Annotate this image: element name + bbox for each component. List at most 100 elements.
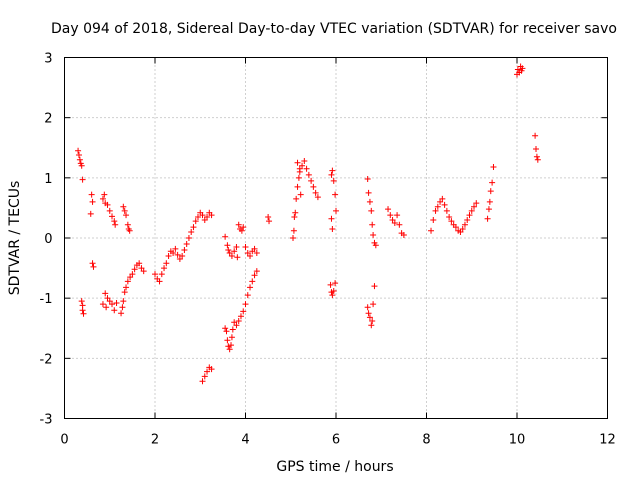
data-point: [387, 212, 394, 219]
data-point: [372, 242, 379, 249]
data-point: [330, 287, 337, 294]
data-point: [461, 221, 468, 228]
data-point: [99, 195, 106, 202]
x-axis-label: GPS time / hours: [276, 459, 393, 475]
data-point: [391, 219, 398, 226]
data-point: [176, 256, 183, 263]
data-point: [290, 235, 297, 241]
data-point: [201, 216, 208, 223]
data-point: [293, 195, 300, 202]
data-point: [297, 191, 304, 198]
x-tick-label: 4: [241, 433, 249, 448]
data-point: [233, 244, 240, 251]
data-point: [519, 65, 526, 72]
data-point: [235, 221, 242, 228]
x-tick-labels: 0 2 4 6 8 10 12: [60, 433, 615, 448]
data-point: [111, 218, 118, 225]
data-point: [124, 221, 131, 228]
data-point: [471, 203, 478, 210]
x-tick-label: 10: [509, 433, 526, 448]
data-point: [158, 271, 165, 278]
data-point: [208, 366, 215, 373]
data-point: [533, 145, 540, 152]
data-point: [247, 253, 254, 260]
data-point: [106, 207, 113, 214]
data-point: [126, 227, 133, 234]
data-point: [238, 227, 245, 234]
data-point: [430, 216, 437, 223]
data-point: [192, 218, 199, 225]
data-point: [368, 207, 375, 214]
data-point: [532, 132, 539, 139]
data-point: [332, 280, 339, 287]
data-point: [371, 283, 378, 290]
data-point: [369, 221, 376, 228]
data-point: [165, 253, 172, 260]
data-point: [224, 337, 231, 344]
y-tick-label: 0: [44, 232, 52, 247]
data-point: [296, 165, 303, 172]
data-point: [328, 171, 335, 178]
x-tick-label: 2: [151, 433, 159, 448]
data-point: [118, 310, 125, 317]
data-point: [199, 378, 206, 385]
data-point: [89, 198, 96, 205]
data-point: [121, 207, 128, 214]
data-point: [485, 206, 492, 213]
data-point: [295, 174, 302, 181]
data-point: [464, 216, 471, 223]
data-point: [368, 322, 375, 329]
data-point: [439, 195, 446, 202]
data-point: [223, 328, 230, 335]
data-point: [201, 373, 208, 380]
y-axis-label: SDTVAR / TECUs: [7, 181, 23, 296]
data-point: [161, 265, 168, 272]
data-point: [533, 153, 540, 160]
data-point: [251, 272, 258, 279]
data-point: [452, 224, 459, 231]
data-point: [106, 298, 113, 305]
data-point: [127, 274, 134, 281]
data-point: [244, 292, 251, 299]
data-point: [534, 156, 541, 163]
data-point: [228, 253, 235, 260]
data-point: [89, 260, 96, 267]
data-point: [172, 245, 179, 252]
data-point: [310, 183, 317, 190]
data-point: [389, 216, 396, 223]
data-point: [136, 260, 143, 267]
data-point: [237, 313, 244, 320]
data-point: [109, 301, 116, 308]
data-point: [228, 342, 235, 349]
data-point: [396, 221, 403, 228]
data-point: [514, 66, 521, 73]
data-point: [104, 295, 111, 302]
data-point: [224, 242, 231, 249]
data-point: [434, 203, 441, 210]
chart-title: Day 094 of 2018, Sidereal Day-to-day VTE…: [51, 21, 617, 37]
y-tick-label: -2: [40, 352, 53, 367]
data-point: [312, 189, 319, 196]
data-point: [185, 235, 192, 241]
data-point: [131, 266, 138, 273]
x-tick-label: 8: [422, 433, 430, 448]
y-tick-label: 2: [44, 112, 52, 127]
data-point: [437, 198, 444, 205]
data-point: [226, 250, 233, 257]
data-point: [102, 290, 109, 297]
data-point: [181, 247, 188, 254]
data-point: [123, 284, 130, 291]
data-point: [364, 176, 371, 183]
data-point: [487, 188, 494, 195]
data-point: [328, 215, 335, 222]
data-point: [78, 298, 85, 305]
data-point: [225, 343, 232, 350]
data-point: [240, 224, 247, 231]
data-point: [140, 268, 147, 275]
data-point: [466, 212, 473, 219]
data-point: [400, 231, 407, 238]
data-point: [120, 298, 127, 305]
data-point: [170, 250, 177, 257]
data-point: [90, 263, 97, 270]
data-point: [231, 248, 238, 255]
